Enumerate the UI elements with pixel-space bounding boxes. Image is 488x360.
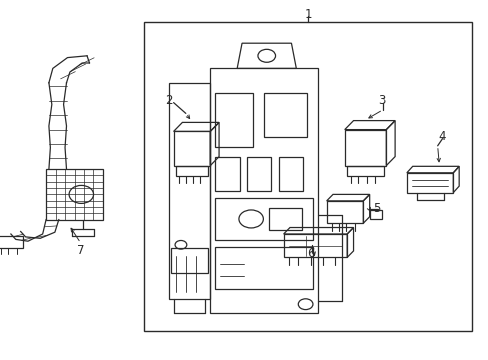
Text: 4: 4 [438,130,446,143]
Bar [215,157,239,191]
Text: 5: 5 [372,202,380,215]
Bar [264,93,306,137]
Bar [344,130,386,166]
Bar [171,248,207,273]
Text: 7: 7 [77,244,84,257]
Bar [215,198,312,240]
Bar [46,169,102,220]
Bar [346,166,383,176]
Bar [406,173,452,193]
Bar [326,201,363,223]
Bar [168,83,210,299]
Text: 2: 2 [164,94,172,107]
Bar [369,210,381,219]
Bar [283,234,346,257]
Text: 3: 3 [377,94,385,107]
Text: 1: 1 [304,8,311,21]
Bar [176,166,207,176]
Bar [246,157,271,191]
Bar [144,22,471,331]
Bar [210,68,317,313]
Bar [278,157,303,191]
Text: 6: 6 [306,247,314,260]
Bar [173,131,210,166]
Bar [215,93,252,147]
Bar [0,236,23,248]
Bar [269,208,301,230]
Bar [215,247,312,289]
